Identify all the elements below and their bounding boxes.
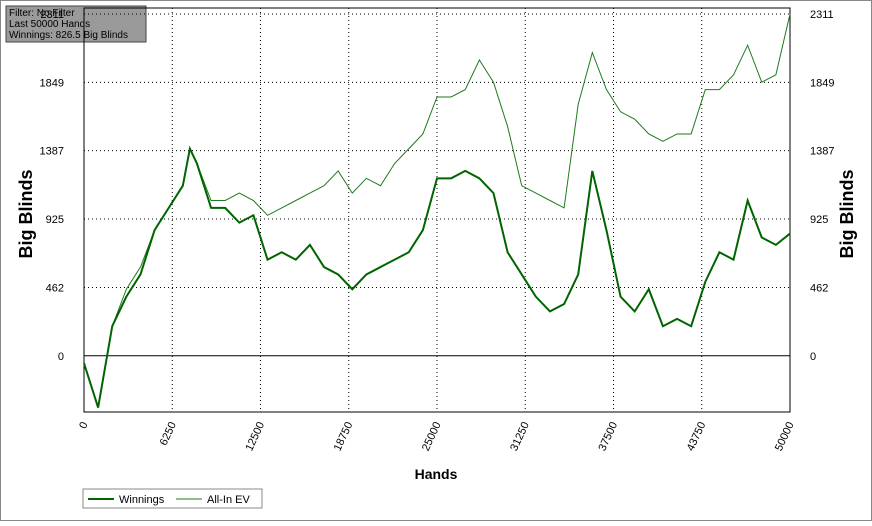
y-tick-label: 2311 bbox=[40, 9, 64, 21]
y2-tick-label: 0 bbox=[810, 351, 816, 363]
y2-axis-title: Big Blinds bbox=[837, 170, 857, 259]
legend-label: All-In EV bbox=[207, 494, 250, 506]
legend bbox=[82, 488, 263, 509]
info-text: Winnings: 826.5 Big Blinds bbox=[9, 30, 128, 41]
legend-label: Winnings bbox=[119, 494, 165, 506]
series-line bbox=[83, 145, 791, 408]
y2-tick-label: 925 bbox=[810, 214, 828, 226]
info-text: Last 50000 Hands bbox=[9, 19, 90, 30]
y-tick-label: 1849 bbox=[40, 77, 64, 89]
info-text: Filter: No Filter bbox=[9, 8, 75, 19]
x-tick-label: 0 bbox=[77, 420, 90, 431]
y-tick-label: 925 bbox=[46, 214, 64, 226]
y-axis-title: Big Blinds bbox=[16, 170, 36, 259]
y2-tick-label: 1849 bbox=[810, 77, 834, 89]
x-axis-title: Hands bbox=[415, 466, 458, 482]
y-tick-label: 0 bbox=[58, 351, 64, 363]
y2-tick-label: 1387 bbox=[810, 146, 834, 158]
y-tick-label: 1387 bbox=[40, 146, 64, 158]
y2-tick-label: 2311 bbox=[810, 9, 834, 21]
y2-tick-label: 462 bbox=[810, 282, 828, 294]
info-box bbox=[5, 5, 147, 43]
y-tick-label: 462 bbox=[46, 282, 64, 294]
